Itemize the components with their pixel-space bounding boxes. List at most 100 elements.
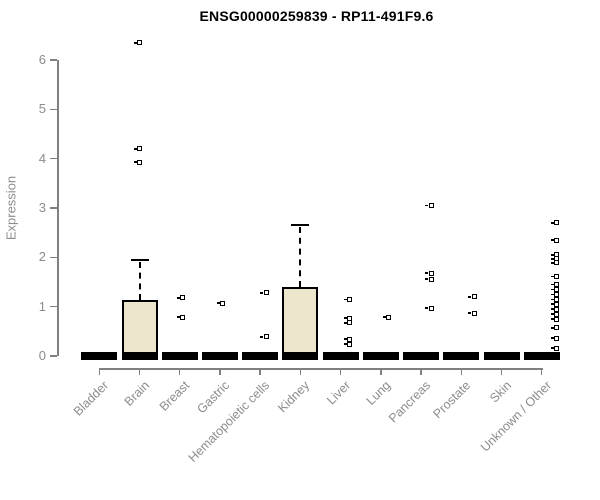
outlier-dash xyxy=(260,292,264,294)
outlier-point-pancreas xyxy=(428,276,434,282)
outlier-point-prostate xyxy=(471,294,477,300)
x-tick xyxy=(339,368,342,375)
y-tick-label: 3 xyxy=(38,200,46,215)
whisker-cap-kidney xyxy=(291,224,310,227)
y-tick xyxy=(50,59,57,61)
median-bar-gastric xyxy=(201,352,238,360)
median-bar-bladder xyxy=(81,352,118,360)
outlier-dash xyxy=(550,293,554,296)
outlier-dash xyxy=(550,262,554,264)
y-tick-label: 0 xyxy=(38,348,46,363)
outlier-point-liver xyxy=(347,336,353,342)
median-bar-lung xyxy=(362,352,399,360)
outlier-point-brain xyxy=(137,146,143,152)
outlier-dash xyxy=(550,258,554,260)
y-tick-label: 4 xyxy=(38,150,46,166)
y-tick xyxy=(50,157,57,160)
median-bar-kidney xyxy=(282,352,319,360)
outlier-dash xyxy=(133,148,137,150)
outlier-dash xyxy=(133,161,137,163)
outlier-dash xyxy=(550,288,554,291)
outlier-dash xyxy=(468,312,472,314)
outlier-point-breast xyxy=(180,295,186,301)
outlier-point-unknown-other xyxy=(554,260,560,266)
outlier-point-unknown-other xyxy=(554,301,560,307)
x-tick xyxy=(540,368,543,375)
y-tick-label: 5 xyxy=(38,101,46,117)
outlier-dash xyxy=(425,307,429,309)
outlier-dash xyxy=(425,204,429,207)
outlier-dash xyxy=(550,298,554,301)
outlier-point-unknown-other xyxy=(554,306,560,312)
outlier-point-brain xyxy=(137,159,143,165)
outlier-dash xyxy=(343,343,347,345)
outlier-dash xyxy=(550,303,554,305)
y-tick-label: 6 xyxy=(38,52,46,68)
outlier-dash xyxy=(133,42,137,44)
outlier-point-unknown-other xyxy=(554,237,560,243)
median-bar-prostate xyxy=(443,352,480,360)
outlier-dash xyxy=(550,337,554,339)
y-axis-label: Expression xyxy=(3,175,19,241)
x-axis-line xyxy=(99,368,544,370)
outlier-dash xyxy=(260,336,264,338)
outlier-point-hematopoietic-cells xyxy=(263,290,269,296)
outlier-point-liver xyxy=(347,320,353,326)
outlier-point-pancreas xyxy=(428,270,434,276)
outlier-point-unknown-other xyxy=(554,325,560,331)
outlier-point-unknown-other xyxy=(554,335,560,341)
outlier-dash xyxy=(216,302,220,304)
outlier-point-unknown-other xyxy=(554,220,560,226)
median-bar-hematopoietic-cells xyxy=(242,352,279,360)
x-tick xyxy=(299,368,302,375)
x-tick xyxy=(219,368,221,375)
outlier-point-unknown-other xyxy=(554,286,560,292)
y-tick-label: 2 xyxy=(38,249,46,265)
outlier-dash xyxy=(382,316,386,318)
y-tick xyxy=(50,305,57,308)
whisker-cap-brain xyxy=(130,258,149,261)
outlier-point-unknown-other xyxy=(554,296,560,302)
whisker-brain xyxy=(138,261,141,301)
x-tick xyxy=(138,368,141,375)
outlier-point-unknown-other xyxy=(554,281,560,287)
outlier-point-lung xyxy=(386,314,392,320)
x-tick xyxy=(380,368,382,375)
outlier-point-hematopoietic-cells xyxy=(263,334,269,340)
outlier-dash xyxy=(550,318,554,320)
median-bar-breast xyxy=(161,352,198,360)
outlier-dash xyxy=(550,254,554,256)
outlier-dash xyxy=(468,296,472,298)
outlier-point-breast xyxy=(180,314,186,320)
outlier-point-liver xyxy=(347,296,353,302)
outlier-dash xyxy=(425,272,429,274)
outlier-dash xyxy=(550,283,554,286)
outlier-point-pancreas xyxy=(428,305,434,311)
box-brain xyxy=(121,300,158,358)
outlier-dash xyxy=(176,316,180,318)
outlier-dash xyxy=(550,239,554,241)
x-tick xyxy=(98,368,101,375)
outlier-point-liver xyxy=(347,315,353,321)
outlier-dash xyxy=(550,275,554,278)
y-tick xyxy=(50,355,57,357)
y-tick xyxy=(50,108,57,111)
median-bar-pancreas xyxy=(403,352,440,360)
outlier-point-unknown-other xyxy=(554,274,560,280)
outlier-point-unknown-other xyxy=(554,311,560,317)
chart-title: ENSG00000259839 - RP11-491F9.6 xyxy=(199,8,434,24)
median-bar-liver xyxy=(322,352,359,360)
box-kidney xyxy=(282,286,319,358)
x-tick xyxy=(178,368,181,375)
outlier-dash xyxy=(343,298,347,301)
outlier-dash xyxy=(550,308,554,310)
outlier-dash xyxy=(343,322,347,324)
median-bar-skin xyxy=(483,352,520,360)
outlier-point-gastric xyxy=(220,300,226,306)
y-tick xyxy=(50,256,57,259)
outlier-dash xyxy=(176,297,180,299)
y-tick-label: 1 xyxy=(38,298,46,314)
y-tick xyxy=(50,207,57,209)
x-tick xyxy=(460,368,463,375)
